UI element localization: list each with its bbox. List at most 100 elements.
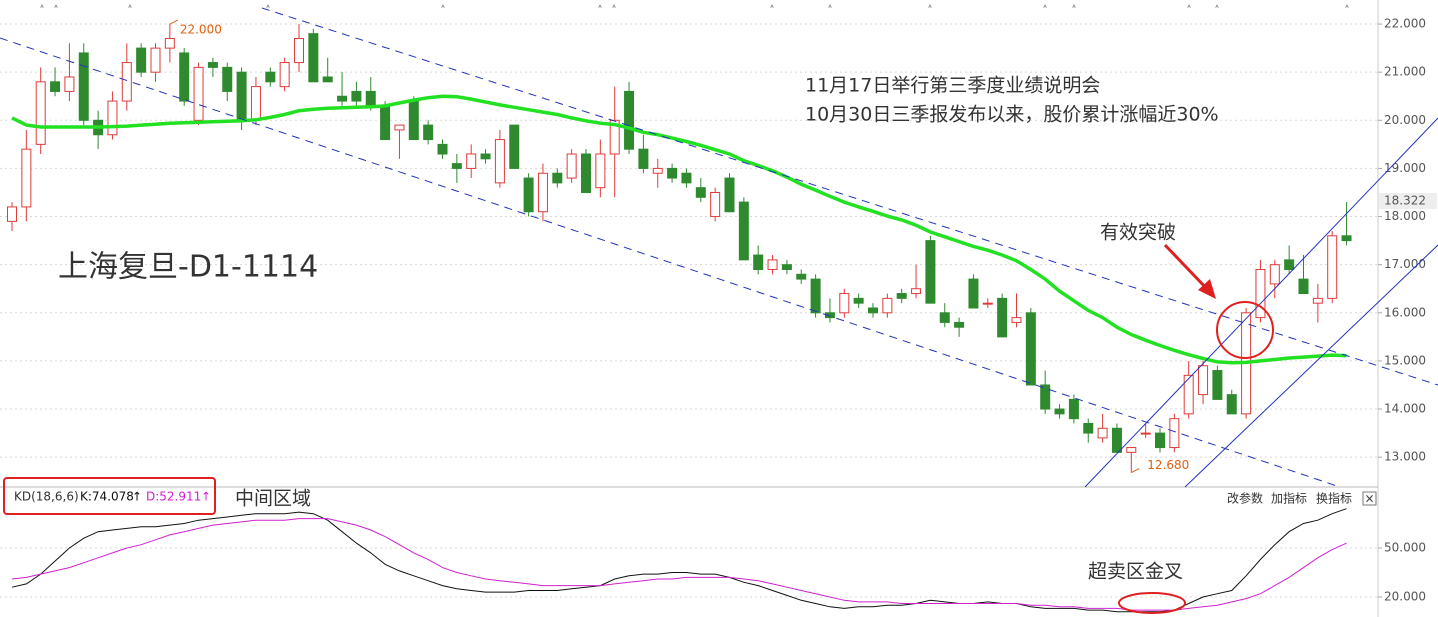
- candle-body: [638, 148, 649, 169]
- candle-body: [365, 90, 376, 107]
- candle-body: [64, 76, 75, 92]
- arrow-icon: ↑: [132, 490, 142, 504]
- candle-body: [1025, 312, 1036, 386]
- indicator-line: [11, 508, 1347, 613]
- last-price-box: [1379, 193, 1437, 210]
- annotation: 10月30日三季报发布以来，股价累计涨幅近30%: [805, 104, 1219, 126]
- high-label: 22.000: [180, 23, 222, 37]
- candle-body: [839, 293, 850, 314]
- legend-k: K:74.078: [80, 490, 134, 504]
- candle-body: [1140, 432, 1151, 435]
- candle-body: [35, 81, 46, 145]
- candle-body: [652, 167, 663, 174]
- indicator-name: KD(18,6,6): [14, 490, 79, 504]
- candle-body: [107, 100, 118, 136]
- candle-body: [437, 143, 448, 155]
- candle-body: [294, 37, 304, 64]
- highlight-ellipse: [1118, 592, 1186, 614]
- candle-body: [1011, 317, 1022, 323]
- annotation: 11月17日举行第三季度业绩说明会: [805, 75, 1100, 97]
- candle-body: [193, 66, 204, 121]
- candle-body: [279, 62, 290, 88]
- candle-body: [1097, 427, 1108, 439]
- candle-body: [1169, 418, 1180, 449]
- candle-body: [1068, 398, 1079, 420]
- candle-body: [954, 321, 965, 328]
- candle-body: [1212, 370, 1223, 400]
- candle-body: [753, 254, 764, 270]
- button[interactable]: 换指标: [1316, 491, 1352, 506]
- chart-title: 上海复旦-D1-1114: [58, 250, 318, 285]
- candle-body: [250, 86, 261, 121]
- candle-body: [609, 119, 620, 155]
- candle-body: [179, 52, 190, 102]
- candle-body: [882, 297, 893, 314]
- candle-body: [136, 47, 147, 73]
- candle-body: [509, 124, 520, 169]
- candle-body: [624, 90, 635, 150]
- candle-body: [207, 62, 218, 68]
- candle-body: [164, 37, 175, 49]
- candle-body: [480, 153, 491, 160]
- arrow: [1163, 243, 1210, 292]
- candle-body: [7, 206, 17, 222]
- candle-body: [1284, 259, 1295, 270]
- candle-body: [1327, 235, 1338, 299]
- candle-body: [710, 191, 721, 218]
- candle-body: [566, 153, 577, 179]
- legend-d: D:52.911: [146, 490, 201, 504]
- candle-body: [537, 172, 548, 213]
- low-label: 12.680: [1147, 458, 1189, 472]
- marks: 13.000 14.000 15.000 16.000 17.000 18.000 19.0…: [0, 17, 1437, 613]
- y-tick-label: 14.000: [1384, 402, 1426, 416]
- candle-body: [1255, 268, 1266, 319]
- candle-body: [896, 293, 907, 299]
- candle-body: [1054, 408, 1065, 415]
- candle-body: [1312, 297, 1323, 304]
- candle-body: [50, 81, 61, 92]
- candle-body: [1183, 374, 1194, 415]
- candle-body: [451, 163, 462, 169]
- candle-body: [997, 297, 1008, 338]
- candle-body: [738, 201, 749, 261]
- candle-body: [21, 148, 32, 208]
- candle-body: [408, 100, 419, 141]
- y-tick-label: 50.000: [1384, 541, 1426, 555]
- channel-line: [1184, 244, 1438, 488]
- candle-body: [1269, 264, 1280, 285]
- candle-body: [810, 278, 821, 314]
- candle-body: [982, 302, 993, 305]
- button[interactable]: 加指标: [1271, 491, 1307, 506]
- button[interactable]: 改参数: [1227, 491, 1263, 506]
- close-button[interactable]: ×: [1364, 492, 1374, 506]
- candle-body: [1111, 427, 1122, 453]
- candle-body: [121, 62, 132, 102]
- high-pointer: [169, 19, 179, 25]
- y-tick-label: 15.000: [1384, 353, 1426, 367]
- y-tick-label: 17.000: [1384, 257, 1426, 271]
- y-tick-label: 19.000: [1384, 161, 1426, 175]
- annotation: 超卖区金叉: [1088, 561, 1183, 583]
- close-box[interactable]: [1362, 491, 1377, 506]
- trend-line: [0, 37, 1341, 488]
- ma-line: [11, 94, 1347, 365]
- candle-body: [1198, 365, 1209, 396]
- channel-line: [1084, 117, 1438, 488]
- candle-body: [681, 172, 692, 184]
- candle-body: [322, 76, 333, 83]
- candle-body: [351, 90, 362, 102]
- candle-body: [968, 278, 979, 309]
- candle-body: [423, 124, 434, 141]
- candle-body: [695, 187, 706, 198]
- candle-body: [380, 105, 391, 141]
- highlight-box: [3, 477, 216, 515]
- candle-body: [781, 264, 792, 270]
- y-tick-label: 20.000: [1384, 589, 1426, 603]
- y-tick-label: 20.000: [1384, 113, 1426, 127]
- candle-body: [1040, 384, 1051, 410]
- candle-body: [523, 177, 534, 213]
- candle-body: [824, 312, 835, 319]
- candle-body: [595, 153, 606, 189]
- candle-body: [552, 172, 563, 184]
